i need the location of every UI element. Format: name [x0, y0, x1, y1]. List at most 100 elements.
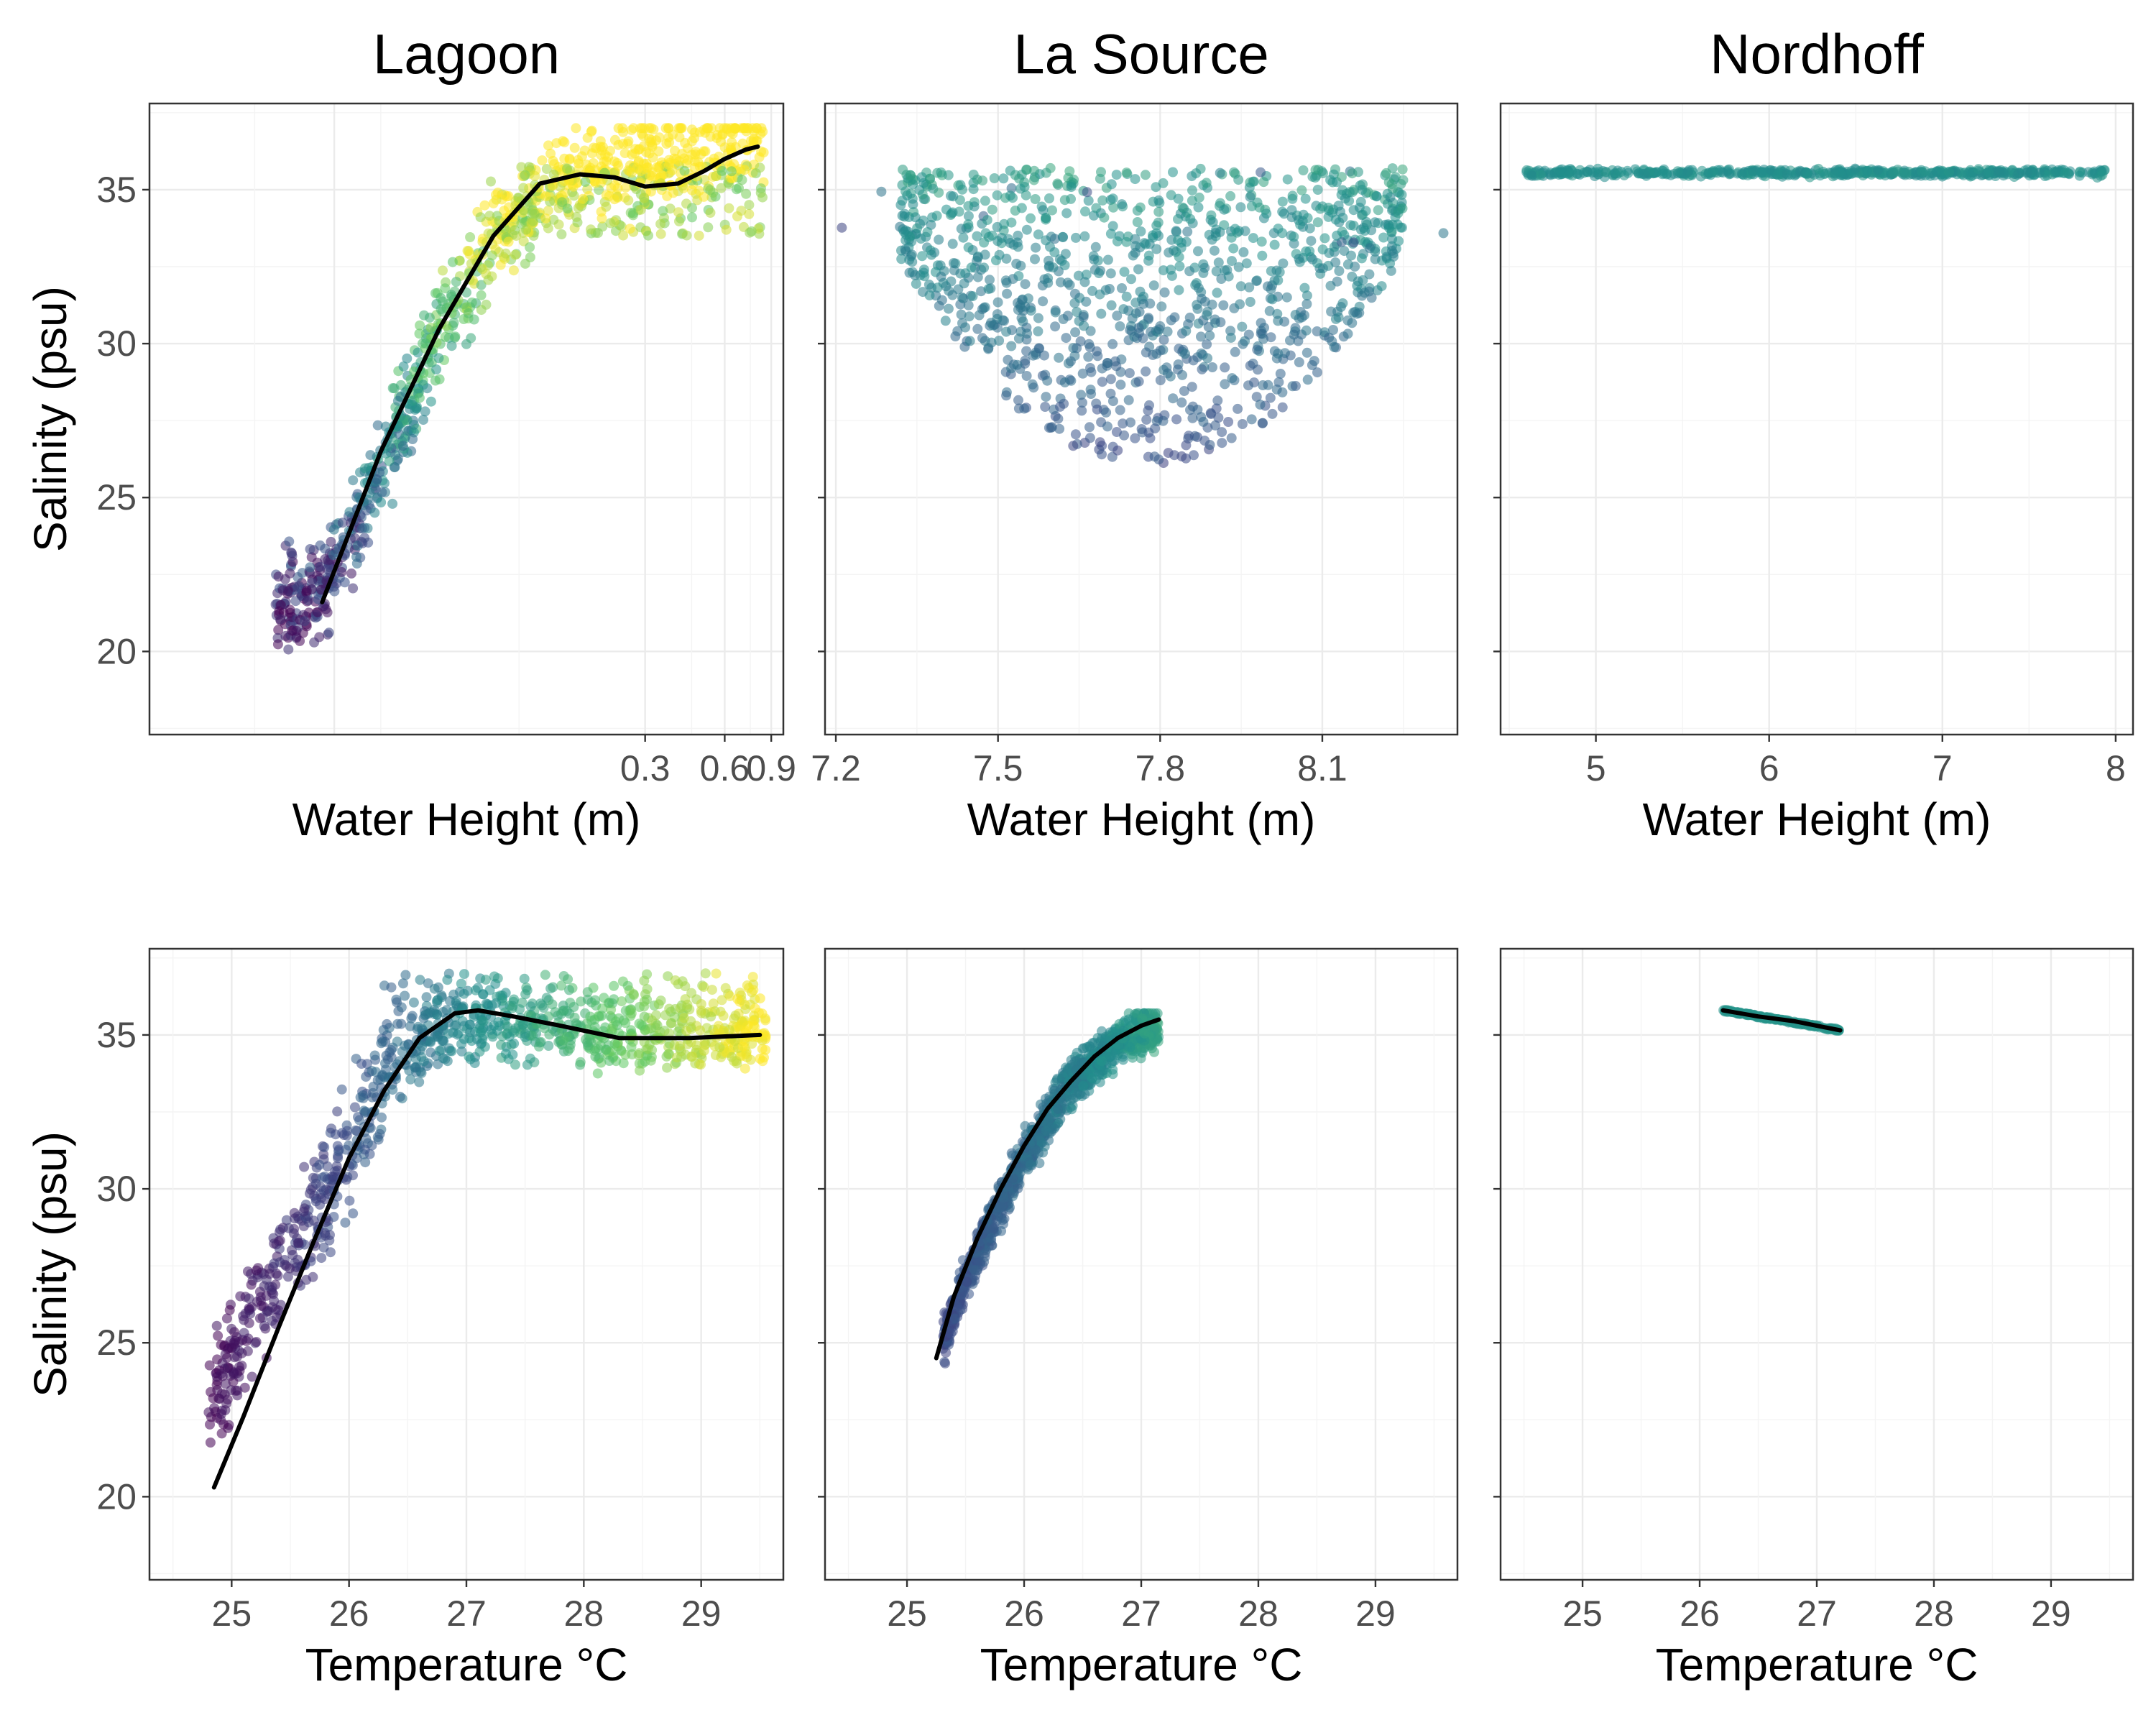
- data-point: [934, 234, 944, 245]
- data-point: [212, 1354, 223, 1365]
- data-point: [275, 599, 286, 610]
- panel-title: La Source: [1013, 22, 1269, 86]
- data-point: [1112, 445, 1123, 456]
- data-point: [906, 249, 917, 260]
- data-point: [569, 142, 580, 153]
- data-point: [1873, 165, 1884, 175]
- data-point: [616, 221, 627, 231]
- data-point: [510, 249, 521, 260]
- data-point: [699, 1045, 709, 1056]
- data-point: [679, 165, 690, 176]
- data-point: [609, 980, 619, 991]
- data-point: [328, 1212, 339, 1222]
- data-point: [540, 213, 551, 224]
- data-point: [1526, 170, 1537, 180]
- data-point: [1192, 303, 1203, 314]
- data-point: [661, 139, 672, 149]
- data-point: [1245, 360, 1256, 371]
- data-point: [390, 462, 400, 473]
- data-point: [1299, 282, 1310, 293]
- data-point: [1086, 367, 1097, 377]
- data-point: [235, 1291, 246, 1302]
- data-point: [681, 230, 692, 241]
- data-point: [1068, 441, 1079, 451]
- data-point: [1302, 347, 1312, 358]
- data-point: [987, 204, 998, 215]
- data-point: [205, 1438, 216, 1448]
- data-point: [216, 1340, 226, 1350]
- data-point: [1330, 257, 1341, 268]
- data-point: [979, 262, 990, 273]
- data-point: [465, 232, 476, 242]
- data-point: [905, 170, 916, 180]
- data-point: [540, 191, 551, 202]
- data-point: [1061, 333, 1072, 344]
- data-point: [714, 1042, 725, 1052]
- data-point: [605, 218, 616, 229]
- data-point: [1206, 409, 1217, 419]
- data-point: [1220, 362, 1230, 373]
- data-point: [448, 318, 459, 328]
- data-point: [1050, 321, 1061, 332]
- data-point: [433, 353, 444, 364]
- data-point: [264, 1306, 275, 1317]
- data-point: [1301, 246, 1312, 257]
- data-point: [1294, 313, 1304, 324]
- data-point: [590, 165, 601, 175]
- data-point: [687, 212, 697, 223]
- data-point: [392, 997, 402, 1008]
- data-point: [2074, 170, 2085, 181]
- data-point: [689, 162, 700, 173]
- data-point: [1100, 285, 1111, 295]
- data-point: [1135, 226, 1146, 236]
- data-point: [1089, 254, 1100, 265]
- data-point: [425, 396, 436, 407]
- data-point: [706, 123, 717, 134]
- data-point: [1083, 351, 1094, 362]
- data-point: [1191, 168, 1202, 179]
- data-point: [472, 983, 483, 993]
- data-point: [604, 1056, 614, 1066]
- data-point: [1317, 263, 1328, 274]
- data-point: [1181, 440, 1192, 451]
- data-point: [1007, 1150, 1018, 1161]
- data-point: [705, 208, 716, 218]
- data-point: [1040, 369, 1051, 380]
- data-point: [451, 995, 461, 1006]
- data-point: [1204, 330, 1215, 341]
- x-tick-label: 29: [681, 1593, 722, 1634]
- data-point: [642, 1044, 653, 1054]
- data-point: [1268, 228, 1279, 239]
- data-point: [746, 135, 757, 146]
- data-point: [1222, 264, 1233, 275]
- data-point: [447, 257, 458, 267]
- data-point: [535, 998, 545, 1009]
- data-point: [1220, 379, 1230, 390]
- data-point: [694, 185, 704, 196]
- data-point: [1241, 258, 1252, 269]
- grid: [825, 949, 1457, 1580]
- data-point: [522, 1059, 533, 1070]
- data-point: [1277, 402, 1288, 413]
- data-point: [350, 1125, 361, 1136]
- data-point: [636, 1020, 647, 1031]
- data-point: [732, 1058, 742, 1069]
- data-point: [1296, 185, 1307, 196]
- data-point: [1117, 199, 1127, 210]
- data-point: [1346, 250, 1356, 261]
- data-point: [443, 1029, 454, 1039]
- data-point: [2051, 167, 2062, 178]
- data-point: [1189, 450, 1199, 461]
- data-point: [1096, 167, 1106, 178]
- data-point: [972, 252, 983, 263]
- data-point: [483, 275, 494, 285]
- panel-title: Nordhoff: [1710, 22, 1924, 86]
- data-point: [696, 1059, 706, 1070]
- data-point: [1086, 389, 1097, 399]
- data-point: [440, 283, 451, 294]
- data-point: [1002, 288, 1013, 299]
- data-point: [1105, 229, 1116, 239]
- data-point: [392, 454, 403, 464]
- data-point: [273, 625, 284, 635]
- data-point: [901, 229, 911, 240]
